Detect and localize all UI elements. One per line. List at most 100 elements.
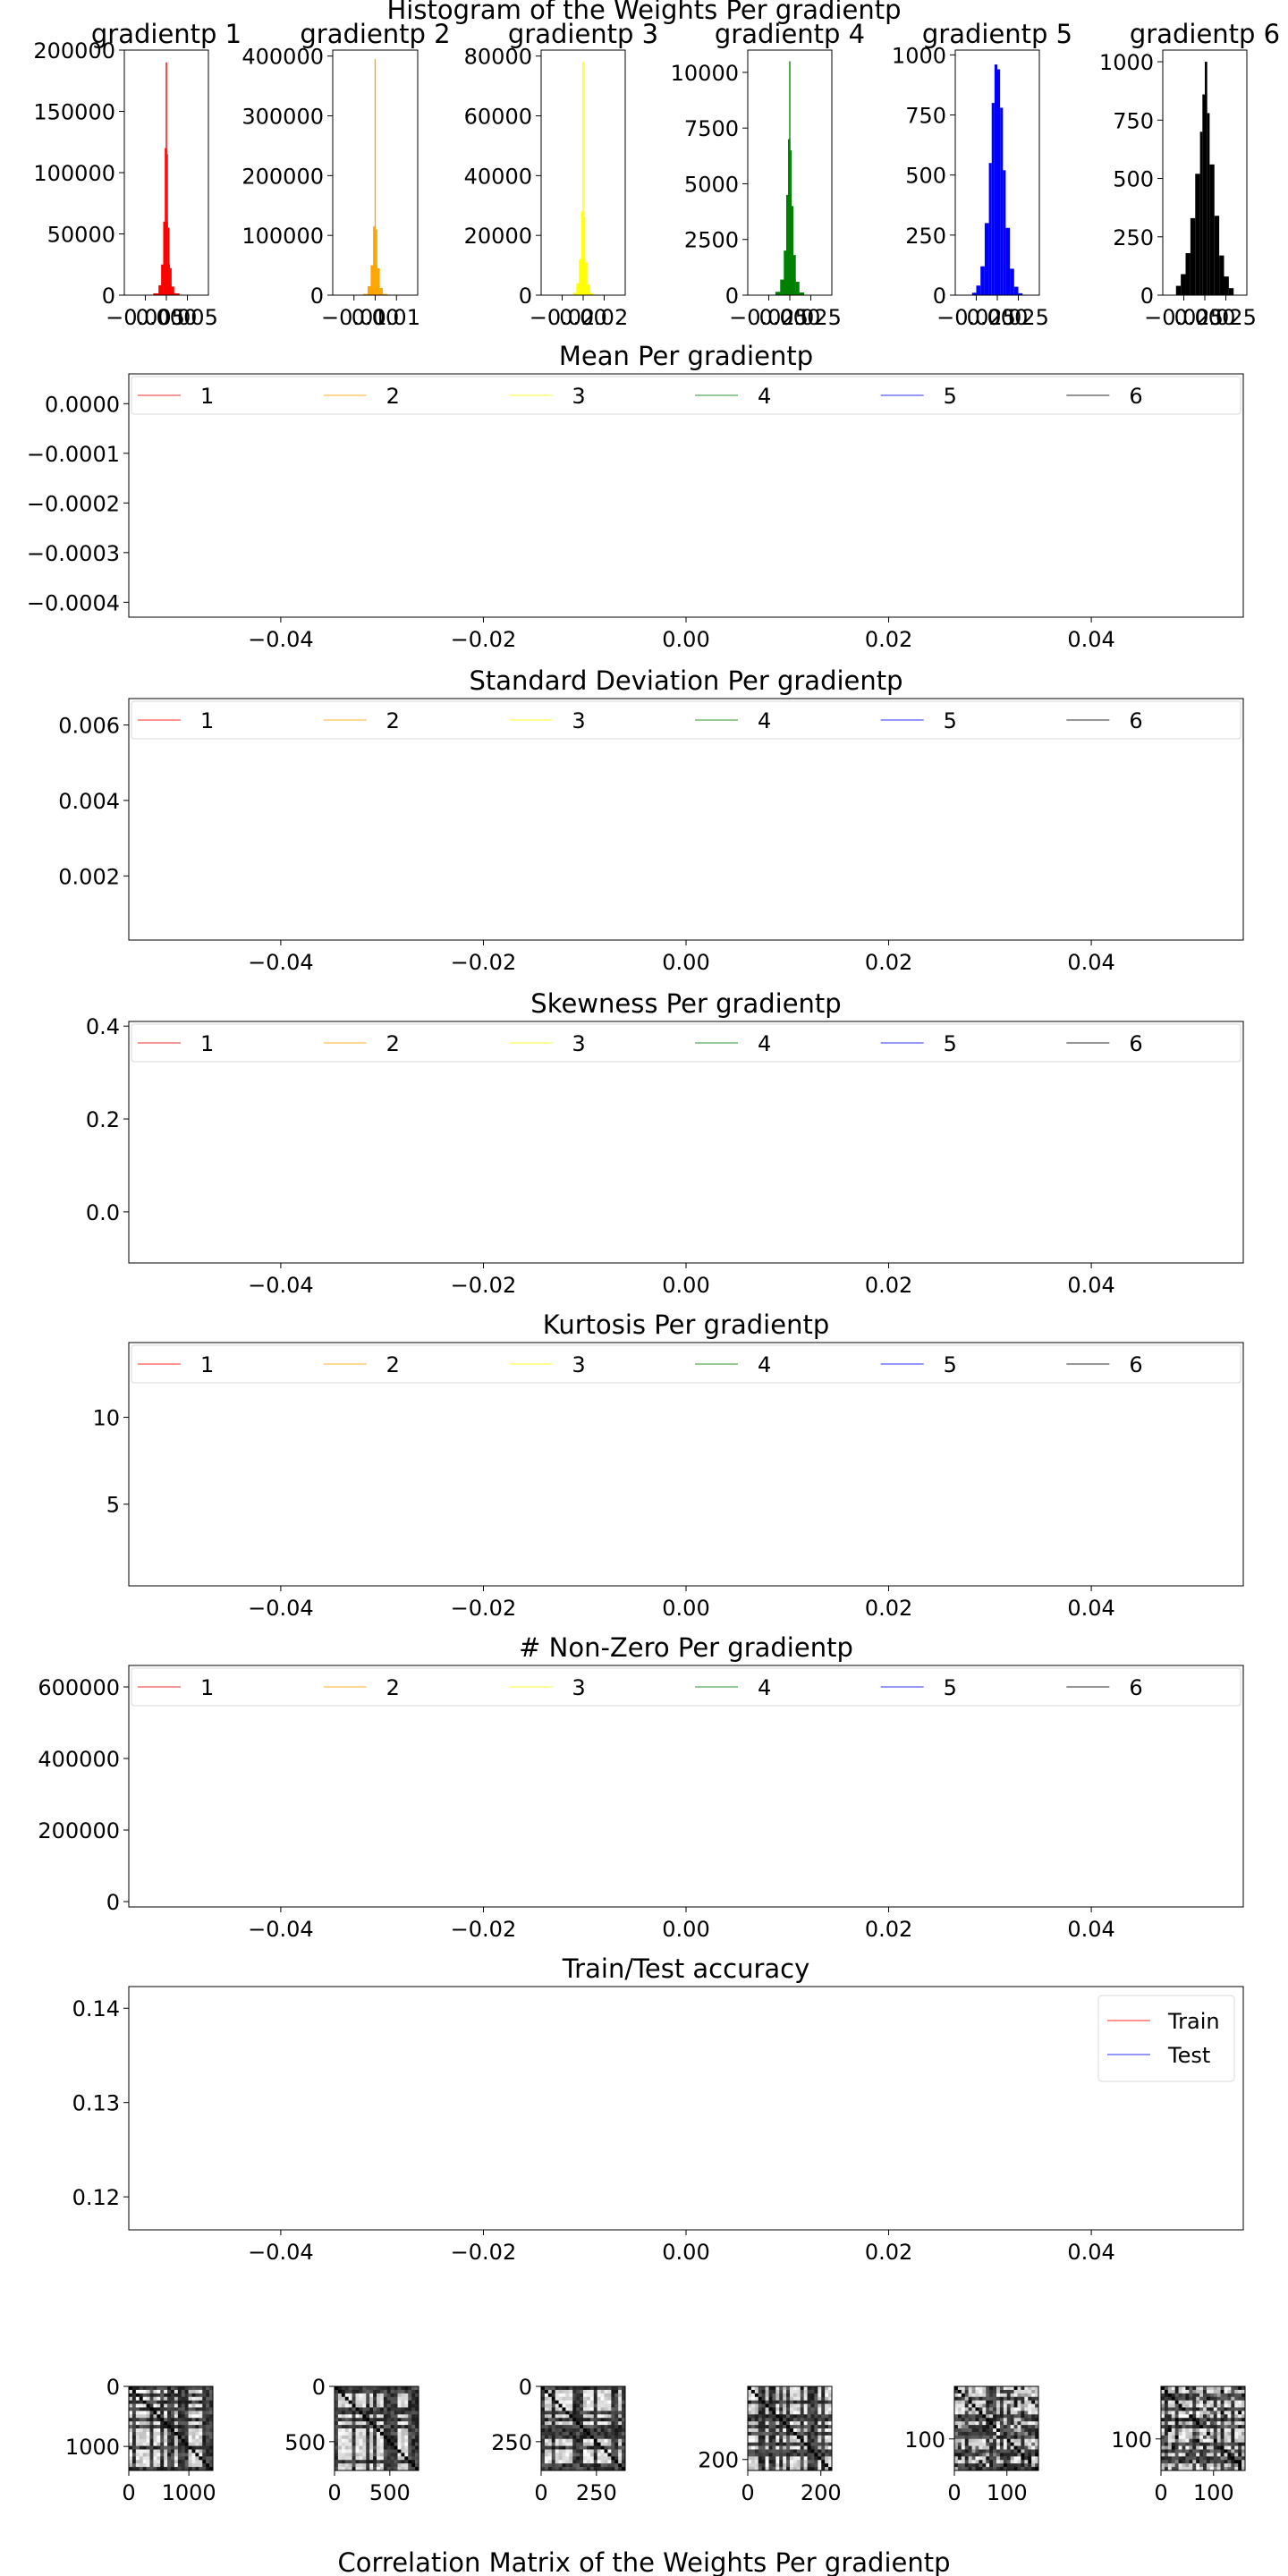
matrix-cell	[555, 2442, 559, 2446]
matrix-cell	[758, 2414, 762, 2419]
matrix-cell	[580, 2389, 584, 2394]
matrix-cell	[344, 2400, 349, 2404]
matrix-cell	[597, 2463, 601, 2468]
matrix-cell	[818, 2445, 822, 2450]
matrix-cell	[622, 2467, 626, 2471]
matrix-cell	[1220, 2393, 1224, 2398]
matrix-cell	[408, 2393, 412, 2398]
matrix-cell	[961, 2400, 966, 2404]
matrix-cell	[160, 2453, 165, 2457]
matrix-cell	[415, 2400, 419, 2404]
matrix-cell	[139, 2414, 143, 2419]
matrix-cell	[999, 2425, 1004, 2429]
matrix-cell	[600, 2428, 605, 2433]
matrix-cell	[1024, 2442, 1029, 2446]
matrix-cell	[1171, 2421, 1175, 2426]
matrix-cell	[1227, 2467, 1232, 2471]
matrix-cell	[783, 2386, 787, 2391]
matrix-cell	[337, 2449, 343, 2453]
matrix-cell	[1006, 2435, 1011, 2440]
matrix-cell	[1213, 2386, 1217, 2391]
matrix-cell	[1174, 2435, 1179, 2440]
matrix-cell	[555, 2456, 559, 2461]
matrix-cell	[572, 2456, 577, 2461]
matrix-cell	[750, 2425, 756, 2429]
matrix-cell	[1024, 2418, 1029, 2422]
matrix-cell	[758, 2463, 762, 2468]
matrix-cell	[1192, 2435, 1197, 2440]
matrix-cell	[754, 2467, 759, 2471]
matrix-cell	[1003, 2428, 1008, 2433]
matrix-cell	[611, 2421, 615, 2426]
matrix-cell	[335, 2463, 339, 2468]
matrix-cell	[547, 2421, 553, 2426]
matrix-cell	[202, 2460, 207, 2464]
matrix-cell	[157, 2418, 161, 2422]
matrix-cell	[167, 2456, 172, 2461]
matrix-cell	[164, 2456, 168, 2461]
matrix-cell	[593, 2438, 597, 2443]
matrix-cell	[541, 2411, 546, 2415]
matrix-cell	[1192, 2425, 1197, 2429]
matrix-cell	[1021, 2425, 1025, 2429]
matrix-cell	[394, 2442, 398, 2446]
matrix-cell	[1206, 2445, 1211, 2450]
matrix-cell	[199, 2431, 203, 2436]
matrix-cell	[572, 2425, 577, 2429]
x-tick-label: 200	[801, 2480, 842, 2505]
matrix-cell	[167, 2403, 172, 2408]
matrix-cell	[1213, 2449, 1217, 2453]
matrix-cell	[810, 2456, 815, 2461]
matrix-cell	[1213, 2414, 1217, 2419]
matrix-cell	[149, 2445, 154, 2450]
matrix-cell	[611, 2414, 615, 2419]
matrix-cell	[783, 2393, 787, 2398]
matrix-cell	[800, 2414, 804, 2419]
matrix-cell	[954, 2445, 959, 2450]
legend-label: 2	[386, 1675, 400, 1700]
matrix-cell	[335, 2403, 339, 2408]
y-tick-label: 1000	[1099, 50, 1154, 75]
matrix-cell	[174, 2421, 179, 2426]
matrix-cell	[786, 2407, 791, 2411]
matrix-cell	[1238, 2428, 1242, 2433]
matrix-cell	[1161, 2396, 1165, 2401]
matrix-cell	[188, 2449, 192, 2453]
matrix-cell	[1206, 2460, 1211, 2464]
matrix-cell	[1196, 2389, 1200, 2394]
y-tick-label: 200000	[33, 38, 115, 64]
matrix-cell	[1203, 2435, 1208, 2440]
matrix-cell	[993, 2418, 997, 2422]
matrix-cell	[993, 2425, 997, 2429]
matrix-cell	[551, 2435, 555, 2440]
matrix-cell	[572, 2418, 577, 2422]
matrix-cell	[783, 2414, 787, 2419]
matrix-cell	[1006, 2445, 1011, 2450]
matrix-cell	[1203, 2400, 1208, 2404]
matrix-cell	[971, 2428, 976, 2433]
matrix-cell	[1182, 2438, 1186, 2443]
x-tick-label: −0.04	[248, 950, 314, 975]
matrix-cell	[386, 2414, 391, 2419]
matrix-cell	[551, 2389, 555, 2394]
matrix-cell	[996, 2389, 1001, 2394]
matrix-cell	[1224, 2411, 1228, 2415]
matrix-cell	[768, 2453, 773, 2457]
stat-panel: Standard Deviation Per gradientp0.0060.0…	[58, 665, 1244, 975]
matrix-cell	[1161, 2411, 1165, 2415]
matrix-cell	[1013, 2467, 1018, 2471]
matrix-cell	[583, 2456, 588, 2461]
legend-box	[1097, 1995, 1235, 2082]
matrix-cell	[341, 2435, 346, 2440]
matrix-cell	[1164, 2414, 1169, 2419]
matrix-cell	[383, 2456, 388, 2461]
matrix-cell	[335, 2438, 339, 2443]
matrix-cell	[1010, 2449, 1014, 2453]
histogram-bar	[1013, 286, 1019, 295]
matrix-cell	[1182, 2445, 1186, 2450]
matrix-cell	[206, 2414, 210, 2419]
matrix-cell	[604, 2442, 608, 2446]
matrix-cell	[394, 2445, 398, 2450]
matrix-cell	[383, 2467, 388, 2471]
matrix-cell	[1021, 2435, 1025, 2440]
